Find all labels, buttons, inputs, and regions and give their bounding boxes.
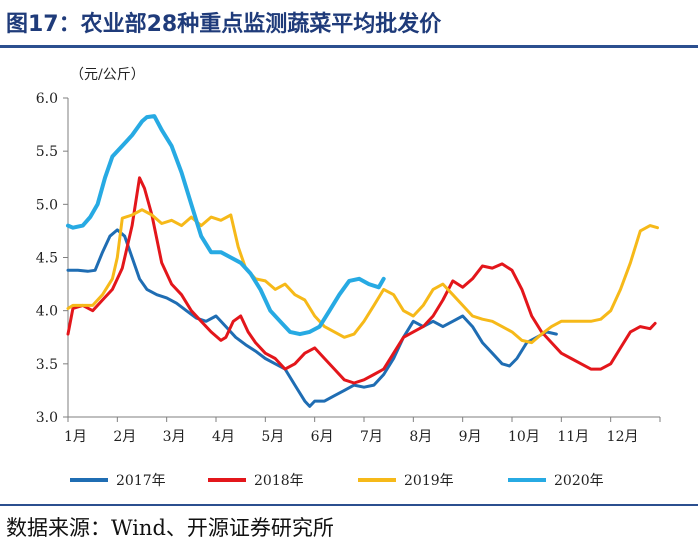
figure-title: 图17：农业部28种重点监测蔬菜平均批发价 bbox=[6, 12, 442, 37]
chart-svg: （元/公斤） 3.0 3.5 4.0 4.5 5.0 5.5 6.0 1月 2月 3月 4月 5月 6… bbox=[36, 67, 661, 489]
series-line-2019年 bbox=[66, 208, 659, 345]
y-ticks: 3.0 3.5 4.0 4.5 5.0 5.5 6.0 bbox=[36, 91, 68, 426]
x-tick-label: 3月 bbox=[163, 429, 186, 445]
y-tick-label: 6.0 bbox=[36, 91, 58, 107]
source-note: 数据来源：Wind、开源证券研究所 bbox=[6, 516, 334, 540]
x-ticks: 1月 2月 3月 4月 5月 6月 7月 8月 9月 10月 11月 12月 bbox=[64, 417, 661, 445]
series-line-2017年 bbox=[66, 228, 558, 408]
axes bbox=[67, 98, 660, 418]
source-divider bbox=[0, 504, 698, 506]
y-tick-label: 3.5 bbox=[36, 357, 58, 373]
legend-label: 2017年 bbox=[116, 473, 166, 489]
x-tick-label: 1月 bbox=[64, 429, 87, 445]
y-tick-label: 4.5 bbox=[36, 251, 58, 267]
legend-label: 2019年 bbox=[404, 473, 454, 489]
x-tick-label: 2月 bbox=[113, 429, 136, 445]
series-line-2020年 bbox=[66, 114, 386, 337]
title-underline bbox=[0, 45, 698, 48]
y-tick-label: 4.0 bbox=[36, 304, 58, 320]
x-tick-label: 12月 bbox=[607, 429, 639, 445]
y-tick-label: 5.5 bbox=[36, 144, 58, 160]
y-tick-label: 5.0 bbox=[36, 197, 58, 213]
legend-label: 2018年 bbox=[254, 473, 304, 489]
y-axis-label: （元/公斤） bbox=[70, 67, 145, 83]
x-tick-label: 5月 bbox=[261, 429, 284, 445]
series-line-2018年 bbox=[66, 176, 657, 385]
legend: 2017年 2018年 2019年 2020年 bbox=[70, 473, 604, 489]
legend-label: 2020年 bbox=[554, 473, 604, 489]
x-tick-label: 7月 bbox=[360, 429, 383, 445]
x-tick-label: 6月 bbox=[311, 429, 334, 445]
series-lines bbox=[66, 114, 659, 408]
x-tick-label: 11月 bbox=[557, 429, 589, 445]
x-tick-label: 9月 bbox=[459, 429, 482, 445]
x-tick-label: 4月 bbox=[212, 429, 235, 445]
x-tick-label: 10月 bbox=[508, 429, 540, 445]
y-tick-label: 3.0 bbox=[36, 410, 58, 426]
x-tick-label: 8月 bbox=[409, 429, 432, 445]
